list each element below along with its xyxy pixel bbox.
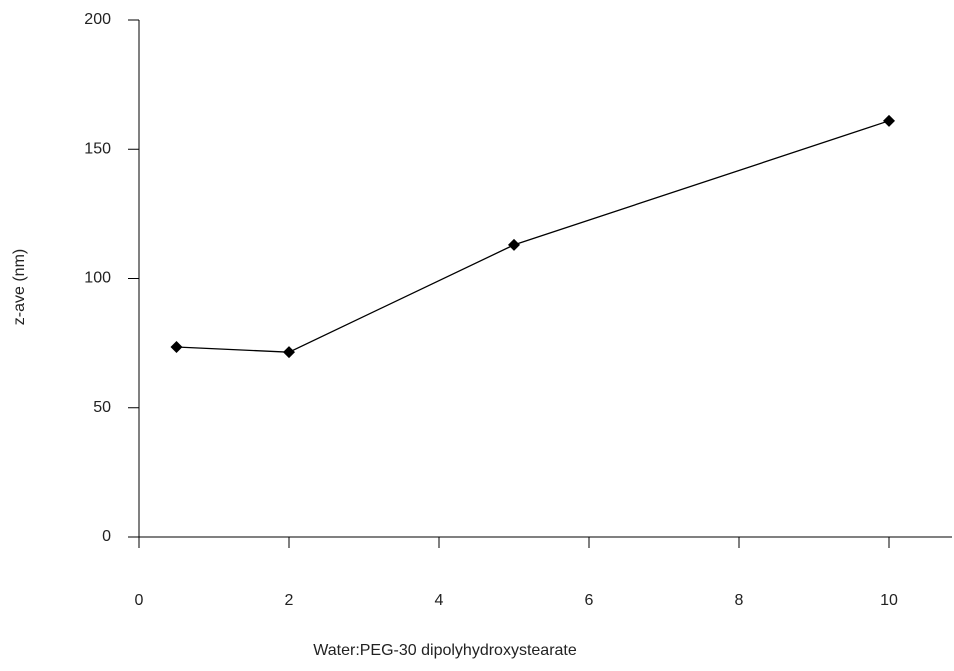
series-line — [177, 121, 890, 352]
y-tick-label: 100 — [84, 270, 111, 287]
y-tick-label: 150 — [84, 140, 111, 157]
data-point — [883, 115, 895, 127]
x-tick-label: 4 — [435, 592, 444, 609]
x-tick-label: 2 — [285, 592, 294, 609]
data-point — [508, 239, 520, 251]
x-tick-label: 8 — [735, 592, 744, 609]
x-tick-label: 10 — [880, 592, 898, 609]
y-tick-label: 50 — [93, 399, 111, 416]
y-axis-label: z-ave (nm) — [11, 249, 28, 325]
x-axis-label: Water:PEG-30 dipolyhydroxystearate — [313, 642, 577, 659]
x-tick-label: 6 — [585, 592, 594, 609]
x-tick-label: 0 — [135, 592, 144, 609]
y-tick-label: 200 — [84, 11, 111, 28]
data-point — [171, 341, 183, 353]
chart: z-ave (nm) Water:PEG-30 dipolyhydroxyste… — [0, 0, 954, 666]
y-tick-label: 0 — [102, 528, 111, 545]
data-point — [283, 346, 295, 358]
